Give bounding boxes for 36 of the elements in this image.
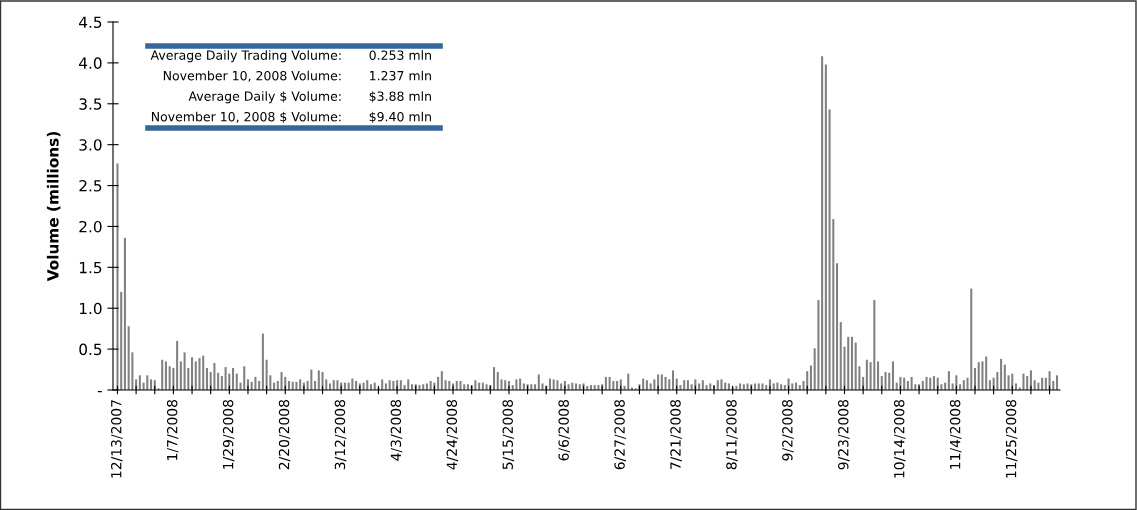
y-tick-label: 1.0 — [79, 302, 102, 315]
x-tick-label: 1/7/2008 — [166, 399, 179, 460]
y-tick-label: 4.5 — [79, 16, 102, 29]
x-tick-label: 12/13/2007 — [111, 400, 123, 478]
x-tick-label: 11/25/2008 — [1005, 399, 1018, 478]
x-tick-label: 5/15/2008 — [502, 399, 515, 470]
x-tick-label: 3/12/2008 — [334, 399, 347, 470]
x-tick-label: 1/29/2008 — [222, 399, 235, 469]
annotation: Average Daily $ Volume: — [188, 91, 341, 104]
y-tick-label: - — [97, 391, 102, 393]
y-axis-title: Volume (millions) — [46, 132, 61, 282]
x-tick-label: 9/2/2008 — [782, 399, 794, 461]
y-tick-label: 2.0 — [79, 220, 102, 233]
y-tick-label: 0.5 — [79, 343, 102, 356]
x-tick-label: 6/6/2008 — [558, 399, 570, 461]
x-tick-label: 11/4/2008 — [949, 399, 962, 469]
annotation: November 10, 2008 $ Volume: — [151, 111, 341, 124]
x-tick-label: 7/21/2008 — [670, 399, 682, 470]
y-tick-label: 4.0 — [79, 57, 102, 69]
annotation: $3.88 mln — [369, 91, 431, 103]
annotation: Average Daily Trading Volume: — [150, 50, 341, 63]
x-tick-label: 6/27/2008 — [614, 399, 626, 470]
y-tick-label: 1.5 — [79, 262, 102, 274]
y-tick-label: 3.5 — [79, 98, 102, 110]
annotation: $9.40 mln — [369, 111, 431, 124]
x-tick-label: 10/14/2008 — [893, 399, 906, 478]
x-tick-label: 4/24/2008 — [446, 399, 459, 470]
x-tick-label: 9/23/2008 — [838, 399, 850, 470]
annotation: November 10, 2008 Volume: — [163, 70, 341, 82]
y-tick-label: 2.5 — [79, 180, 102, 192]
x-tick-label: 2/20/2008 — [278, 399, 291, 470]
y-tick-label: 3.0 — [79, 139, 102, 151]
annotation: 1.237 mln — [370, 70, 431, 81]
x-tick-label: 8/11/2008 — [726, 399, 738, 470]
annotation: 0.253 mln — [369, 50, 431, 60]
x-tick-label: 4/3/2008 — [390, 399, 403, 461]
